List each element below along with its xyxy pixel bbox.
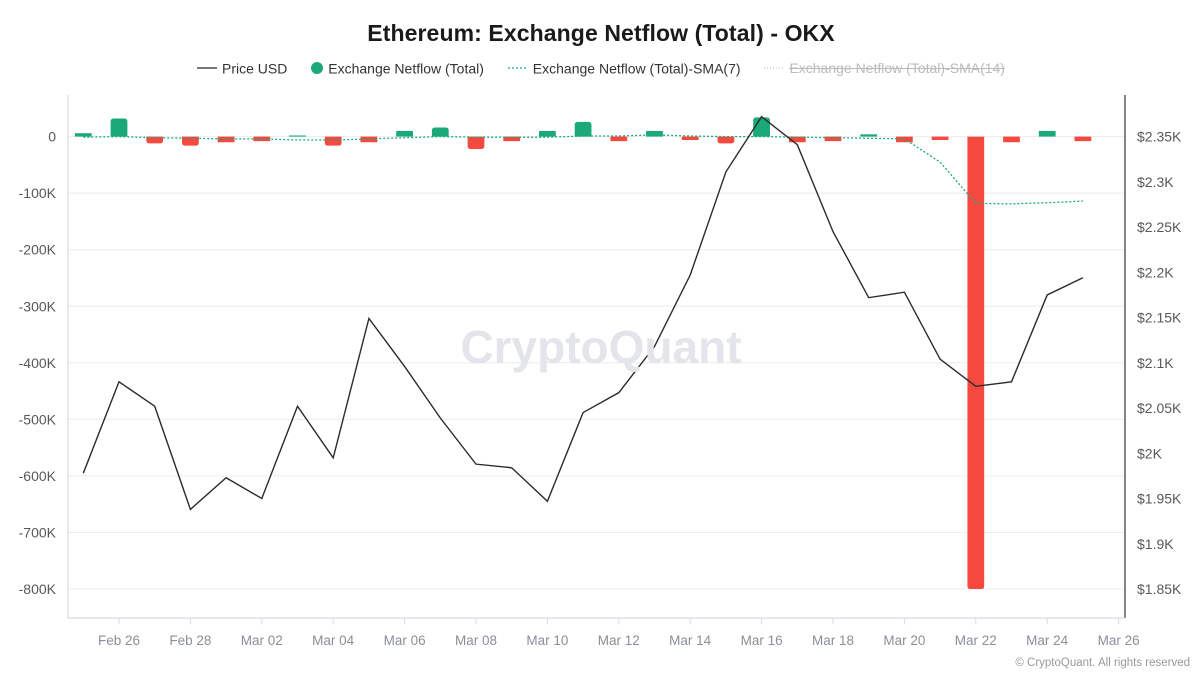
svg-text:Mar 24: Mar 24 <box>1026 633 1069 648</box>
svg-text:Feb 26: Feb 26 <box>98 633 140 648</box>
svg-text:Mar 26: Mar 26 <box>1098 633 1140 648</box>
svg-text:Mar 08: Mar 08 <box>455 633 497 648</box>
svg-text:Mar 04: Mar 04 <box>312 633 355 648</box>
svg-text:$2.2K: $2.2K <box>1137 264 1174 280</box>
svg-text:-700K: -700K <box>19 524 57 540</box>
svg-text:Mar 22: Mar 22 <box>955 633 997 648</box>
svg-text:Mar 14: Mar 14 <box>669 633 712 648</box>
svg-text:$2.35K: $2.35K <box>1137 129 1182 145</box>
svg-text:-100K: -100K <box>19 185 57 201</box>
svg-text:Mar 20: Mar 20 <box>883 633 925 648</box>
svg-text:-500K: -500K <box>19 411 57 427</box>
svg-text:$1.85K: $1.85K <box>1137 581 1182 597</box>
svg-text:Mar 06: Mar 06 <box>384 633 426 648</box>
svg-text:$1.9K: $1.9K <box>1137 536 1174 552</box>
svg-text:Mar 02: Mar 02 <box>241 633 283 648</box>
svg-text:Feb 28: Feb 28 <box>169 633 211 648</box>
svg-text:$1.95K: $1.95K <box>1137 491 1182 507</box>
svg-text:Mar 18: Mar 18 <box>812 633 854 648</box>
svg-text:Mar 12: Mar 12 <box>598 633 640 648</box>
svg-text:0: 0 <box>48 129 56 145</box>
svg-text:-300K: -300K <box>19 298 57 314</box>
svg-text:-800K: -800K <box>19 581 57 597</box>
svg-text:$2.3K: $2.3K <box>1137 174 1174 190</box>
svg-text:$2.05K: $2.05K <box>1137 400 1182 416</box>
svg-text:-600K: -600K <box>19 468 57 484</box>
svg-text:$2.25K: $2.25K <box>1137 219 1182 235</box>
svg-text:$2K: $2K <box>1137 445 1163 461</box>
svg-text:-200K: -200K <box>19 242 57 258</box>
svg-text:Mar 16: Mar 16 <box>741 633 783 648</box>
svg-text:Mar 10: Mar 10 <box>526 633 568 648</box>
